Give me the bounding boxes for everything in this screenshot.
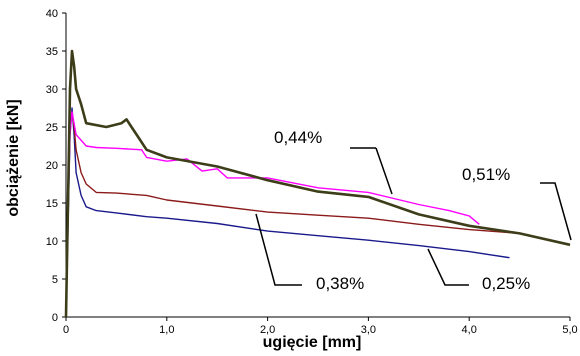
y-axis-label: obciążenie [kN]	[5, 99, 22, 216]
annotation-0-25: 0,25%	[482, 274, 530, 293]
x-tick-label: 5,0	[562, 324, 577, 336]
x-tick-label: 0	[63, 324, 69, 336]
y-tick-label: 25	[46, 122, 58, 134]
x-tick-label: 3,0	[361, 324, 376, 336]
y-tick-label: 15	[46, 198, 58, 210]
y-tick-label: 5	[52, 274, 58, 286]
y-tick-label: 0	[52, 312, 58, 324]
y-tick-label: 30	[46, 84, 58, 96]
y-tick-label: 35	[46, 46, 58, 58]
annotation-leader-0-51	[540, 182, 572, 241]
y-tick-label: 10	[46, 236, 58, 248]
y-tick-label: 20	[46, 160, 58, 172]
annotation-0-44: 0,44%	[274, 128, 322, 147]
annotations: 0,44% 0,51% 0,38% 0,25%	[255, 128, 572, 293]
x-tick-label: 4,0	[462, 324, 477, 336]
annotation-0-51: 0,51%	[462, 165, 510, 184]
annotation-0-38: 0,38%	[316, 274, 364, 293]
plot-area: 0 5 10 15 20 25 30 35 40 0 1,0 2,0 3,0 4,0 5,0	[46, 8, 578, 336]
x-tick-label: 1,0	[159, 324, 174, 336]
series-line-0-51pct	[64, 49, 571, 318]
x-tick-label: 2,0	[260, 324, 275, 336]
series-line-0-25pct	[65, 107, 510, 318]
x-axis-label: ugięcie [mm]	[263, 334, 362, 351]
annotation-leader-0-44	[375, 147, 393, 195]
y-tick-label: 40	[46, 8, 58, 20]
annotation-leader-0-38	[255, 213, 302, 286]
annotation-leader-0-25	[427, 248, 469, 286]
